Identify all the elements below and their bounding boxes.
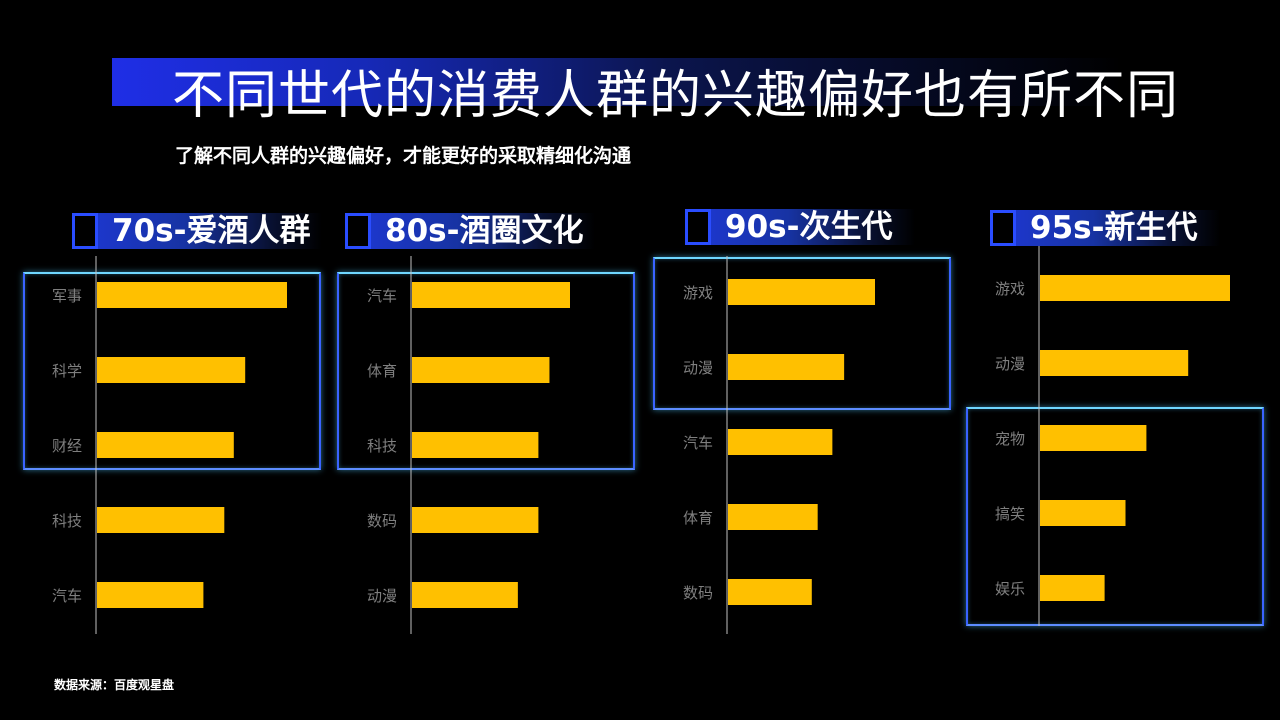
category-label: 数码 (683, 584, 713, 602)
highlight-frame-80s (337, 272, 635, 470)
tag-marker-icon (990, 210, 1016, 246)
category-label: 军事 (52, 287, 82, 305)
category-label: 科技 (367, 437, 397, 455)
chart-title-90s: 90s-次生代 (725, 209, 893, 245)
generation-tag-70s: 70s-爱酒人群 (72, 213, 322, 249)
tag-marker-icon (345, 213, 371, 249)
bar (1040, 350, 1189, 376)
bar (728, 504, 818, 530)
category-label: 汽车 (52, 587, 82, 605)
category-label: 游戏 (995, 280, 1025, 298)
category-label: 动漫 (683, 359, 713, 377)
bar (97, 357, 246, 383)
highlight-frame-70s (23, 272, 321, 470)
generation-tag-80s: 80s-酒圈文化 (345, 213, 595, 249)
bar (412, 507, 539, 533)
bar (1040, 575, 1105, 601)
chart-title-95s: 95s-新生代 (1030, 210, 1198, 246)
highlight-frame-95s (966, 407, 1264, 626)
category-label: 科技 (52, 512, 82, 530)
bar (728, 354, 845, 380)
category-label: 体育 (367, 362, 397, 380)
category-label: 动漫 (995, 355, 1025, 373)
bar (412, 357, 550, 383)
category-label: 汽车 (367, 287, 397, 305)
chart-title-70s: 70s-爱酒人群 (112, 213, 311, 249)
category-label: 数码 (367, 512, 397, 530)
bar (728, 429, 833, 455)
category-label: 宠物 (995, 430, 1025, 448)
page-title: 不同世代的消费人群的兴趣偏好也有所不同 (172, 66, 1180, 126)
data-source-note: 数据来源：百度观星盘 (54, 678, 175, 692)
chart-title-80s: 80s-酒圈文化 (385, 213, 584, 249)
category-label: 财经 (52, 437, 82, 455)
category-label: 体育 (683, 509, 713, 527)
bar (97, 282, 287, 308)
category-label: 动漫 (367, 587, 397, 605)
bar (412, 432, 539, 458)
bar (1040, 275, 1230, 301)
bar (728, 579, 812, 605)
bar (1040, 425, 1147, 451)
category-label: 搞笑 (995, 505, 1025, 523)
category-label: 游戏 (683, 284, 713, 302)
bar (412, 282, 570, 308)
category-label: 汽车 (683, 434, 713, 452)
generation-tag-90s: 90s-次生代 (685, 209, 915, 245)
category-label: 娱乐 (995, 580, 1025, 598)
bar (1040, 500, 1126, 526)
bar (97, 582, 204, 608)
page-subtitle: 了解不同人群的兴趣偏好，才能更好的采取精细化沟通 (175, 145, 632, 167)
generation-tag-95s: 95s-新生代 (990, 210, 1220, 246)
bar (97, 432, 234, 458)
category-label: 科学 (52, 362, 82, 380)
tag-marker-icon (685, 209, 711, 245)
tag-marker-icon (72, 213, 98, 249)
bar (412, 582, 518, 608)
highlight-frame-90s (653, 257, 951, 410)
title-band (112, 58, 1122, 106)
bar (97, 507, 225, 533)
bar (728, 279, 875, 305)
